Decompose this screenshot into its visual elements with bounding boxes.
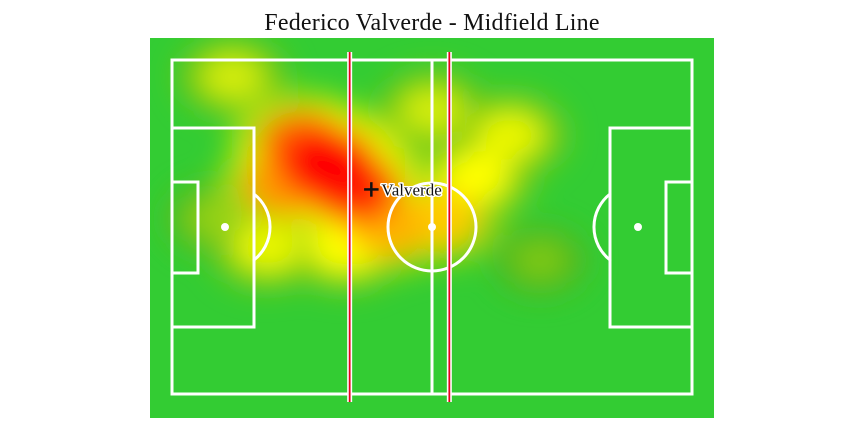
heat-blob [186, 197, 244, 240]
chart-title: Federico Valverde - Midfield Line [264, 10, 600, 36]
midfield-line-markers [347, 52, 452, 402]
heat-blob [200, 52, 266, 101]
heat-blob [513, 240, 568, 281]
heat-blob [280, 128, 376, 201]
heat-blob [233, 222, 302, 273]
heat-blob [476, 110, 544, 161]
left-six-yard-box [170, 180, 200, 275]
left-penalty-arc [252, 192, 272, 262]
right-penalty-spot [634, 223, 642, 231]
centre-spot [428, 223, 436, 231]
right-six-yard-box [664, 180, 694, 275]
centre-circle [386, 181, 478, 273]
pitch-markings [170, 58, 694, 396]
average-position-marker: Valverde [364, 179, 443, 201]
average-position-label: Valverde [381, 180, 441, 199]
heat-layer [165, 38, 589, 296]
left-penalty-spot [221, 223, 229, 231]
right-penalty-arc [592, 192, 612, 262]
